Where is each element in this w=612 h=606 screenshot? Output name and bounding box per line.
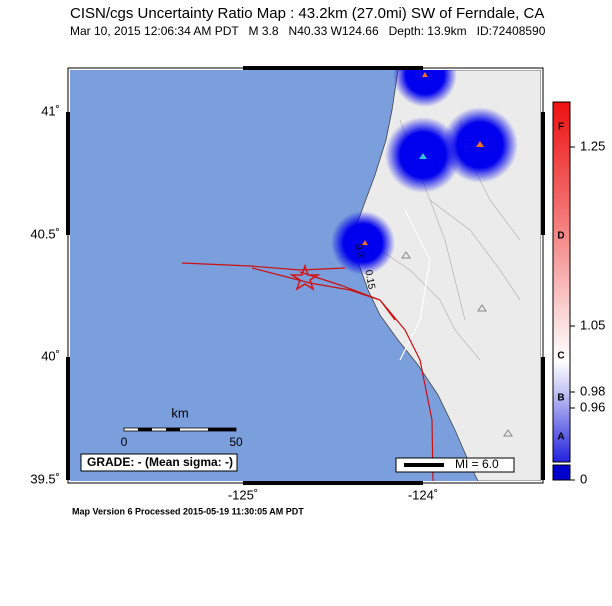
mi-legend: MI = 6.0	[455, 457, 499, 471]
lat-label: 40.5˚	[30, 226, 60, 241]
station	[422, 72, 428, 77]
epicenter	[289, 263, 321, 291]
lat-label: 40˚	[41, 348, 60, 363]
mi-box	[395, 457, 515, 473]
contour-label: 0.15	[362, 269, 376, 291]
station	[401, 251, 411, 259]
colorbar-label: 0.98	[580, 383, 605, 398]
fault-line	[181, 262, 434, 481]
scale-end: 50	[229, 435, 243, 449]
colorbar-label: 0.96	[580, 399, 605, 414]
colorbar-label: 1.25	[580, 138, 605, 153]
station	[362, 240, 368, 245]
lat-label: 41˚	[41, 103, 60, 118]
frame-ticks	[66, 66, 545, 485]
lon-label: -124˚	[408, 487, 438, 502]
contour-label: 0.2	[352, 243, 365, 259]
title: CISN/cgs Uncertainty Ratio Map : 43.2km …	[70, 5, 544, 22]
station	[503, 429, 513, 437]
colorbar-letter: A	[557, 432, 564, 443]
lon-label: -125˚	[228, 487, 258, 502]
subtitle: Mar 10, 2015 12:06:34 AM PDT M 3.8 N40.3…	[70, 24, 546, 38]
grade: GRADE: - (Mean sigma: -)	[87, 455, 233, 469]
colorbar-letter: B	[557, 393, 564, 404]
map-area: 0.2 0.15	[70, 70, 541, 481]
footer: Map Version 6 Processed 2015-05-19 11:30…	[72, 506, 304, 516]
colorbar-letter: D	[557, 231, 564, 242]
rivers	[379, 119, 521, 361]
colorbar	[552, 101, 571, 463]
scale-unit: km	[171, 405, 188, 420]
station	[477, 304, 487, 312]
colorbar-min	[552, 464, 571, 481]
station	[476, 141, 484, 147]
scale-bar	[138, 428, 152, 431]
scale-bar	[208, 428, 236, 431]
colorbar-label: 0	[580, 471, 587, 486]
grade-box	[80, 453, 238, 472]
colorbar-ticks	[570, 146, 575, 481]
station-blob	[393, 70, 457, 107]
station-blob	[331, 211, 395, 275]
lat-label: 39.5˚	[30, 471, 60, 486]
colorbar-letter: F	[558, 122, 564, 133]
scale-bar	[166, 428, 180, 431]
station	[419, 153, 427, 159]
colorbar-label: 1.05	[580, 317, 605, 332]
scale-start: 0	[121, 435, 128, 449]
colorbar-letter: C	[557, 351, 564, 362]
